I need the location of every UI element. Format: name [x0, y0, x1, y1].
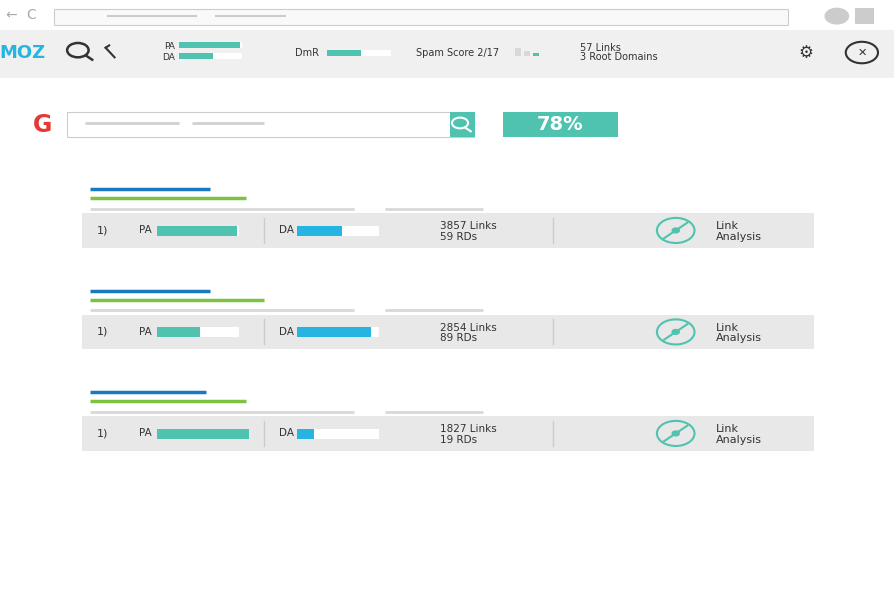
FancyBboxPatch shape [514, 48, 520, 56]
FancyBboxPatch shape [297, 226, 342, 236]
Text: DA: DA [279, 429, 294, 438]
FancyBboxPatch shape [179, 42, 240, 48]
FancyBboxPatch shape [297, 327, 379, 337]
Text: 19 RDs: 19 RDs [440, 435, 477, 445]
Circle shape [671, 431, 679, 436]
FancyBboxPatch shape [297, 429, 379, 439]
Text: DmR: DmR [295, 48, 319, 57]
Circle shape [671, 228, 679, 233]
Text: 59 RDs: 59 RDs [440, 232, 477, 242]
Text: 1827 Links: 1827 Links [440, 424, 496, 434]
FancyBboxPatch shape [54, 9, 787, 25]
Text: DA: DA [162, 53, 174, 62]
Text: 1): 1) [97, 429, 108, 438]
Text: ⚙: ⚙ [797, 44, 812, 61]
FancyBboxPatch shape [0, 30, 894, 78]
FancyBboxPatch shape [0, 78, 894, 597]
Text: 78%: 78% [536, 115, 583, 134]
FancyBboxPatch shape [297, 327, 371, 337]
FancyBboxPatch shape [156, 429, 239, 439]
FancyBboxPatch shape [523, 51, 529, 56]
FancyBboxPatch shape [82, 213, 814, 248]
Text: Link: Link [715, 221, 738, 231]
FancyBboxPatch shape [179, 53, 241, 59]
Text: PA: PA [139, 429, 151, 438]
Text: 1): 1) [97, 327, 108, 337]
Text: 3 Root Domains: 3 Root Domains [579, 53, 657, 62]
FancyBboxPatch shape [156, 429, 249, 439]
Text: PA: PA [164, 42, 174, 51]
Text: 2854 Links: 2854 Links [440, 323, 496, 333]
Text: 1): 1) [97, 226, 108, 235]
Text: ←: ← [5, 8, 16, 22]
Text: MOZ: MOZ [0, 44, 46, 61]
FancyBboxPatch shape [532, 53, 538, 56]
FancyBboxPatch shape [326, 50, 360, 56]
Text: 3857 Links: 3857 Links [440, 221, 496, 231]
Text: Link: Link [715, 323, 738, 333]
FancyBboxPatch shape [854, 8, 873, 24]
FancyBboxPatch shape [82, 416, 814, 451]
FancyBboxPatch shape [297, 226, 379, 236]
FancyBboxPatch shape [297, 429, 314, 439]
FancyBboxPatch shape [82, 315, 814, 349]
Text: DA: DA [279, 327, 294, 337]
FancyBboxPatch shape [179, 42, 241, 48]
FancyBboxPatch shape [179, 53, 213, 59]
FancyBboxPatch shape [156, 327, 199, 337]
FancyBboxPatch shape [67, 112, 474, 137]
FancyBboxPatch shape [156, 327, 239, 337]
Text: ✕: ✕ [856, 48, 865, 57]
Text: 89 RDs: 89 RDs [440, 334, 477, 343]
FancyBboxPatch shape [326, 50, 391, 56]
Text: PA: PA [139, 327, 151, 337]
FancyBboxPatch shape [502, 112, 617, 137]
Text: Analysis: Analysis [715, 232, 761, 242]
Text: Analysis: Analysis [715, 334, 761, 343]
FancyBboxPatch shape [156, 226, 237, 236]
Text: Spam Score 2/17: Spam Score 2/17 [416, 48, 499, 57]
FancyBboxPatch shape [0, 0, 894, 30]
FancyBboxPatch shape [156, 226, 239, 236]
FancyBboxPatch shape [450, 112, 475, 137]
Text: DA: DA [279, 226, 294, 235]
Text: PA: PA [139, 226, 151, 235]
Circle shape [671, 330, 679, 334]
Circle shape [824, 8, 848, 24]
Text: G: G [33, 113, 53, 137]
Text: 57 Links: 57 Links [579, 43, 620, 53]
Text: Link: Link [715, 424, 738, 434]
Text: C: C [27, 8, 36, 22]
Text: Analysis: Analysis [715, 435, 761, 445]
